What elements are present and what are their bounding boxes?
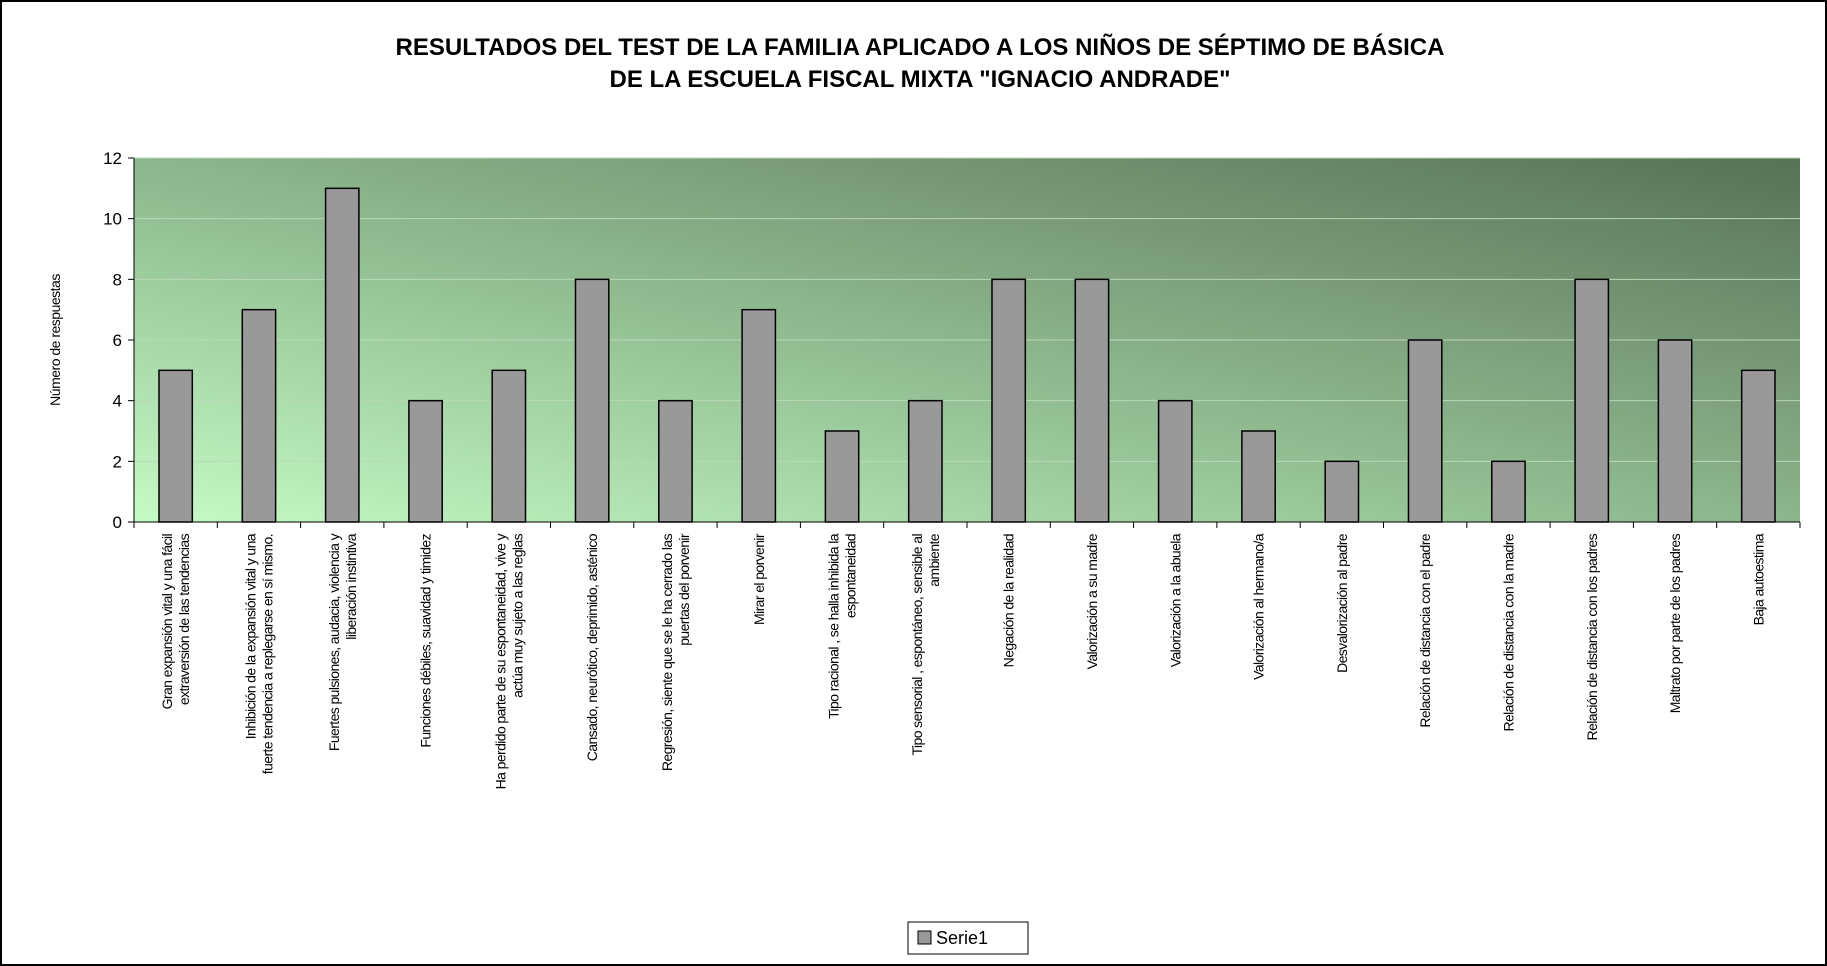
x-tick-label: Valorización al hermano/a [1251, 533, 1267, 680]
bar [1407, 339, 1443, 523]
x-tick-label: Funciones débiles, suavidad y timidez [418, 533, 434, 747]
bar [1657, 339, 1693, 523]
bar [741, 308, 777, 523]
bar [1074, 278, 1110, 523]
legend: Serie1 [907, 921, 1029, 955]
x-tick-label: Relación de distancia con la madre [1500, 533, 1516, 731]
bar [1324, 460, 1360, 523]
x-tick-label: Fuertes pulsiones, audacia, violencia y … [326, 533, 359, 751]
chart-title: RESULTADOS DEL TEST DE LA FAMILIA APLICA… [396, 33, 1445, 61]
bar [1157, 399, 1193, 523]
bar [658, 399, 693, 523]
bar [408, 399, 443, 523]
x-tick-label: Negación de la realidad [1001, 534, 1017, 667]
y-axis-label: Número de respuestas [47, 274, 63, 406]
x-tick-label: Valorización a su madre [1084, 533, 1100, 669]
bar [1241, 430, 1276, 523]
bar [491, 369, 527, 523]
x-tick-label: Relación de distancia con el padre [1417, 533, 1433, 727]
bar [241, 308, 277, 523]
y-tick-label: 4 [113, 392, 122, 411]
chart-subtitle: DE LA ESCUELA FISCAL MIXTA "IGNACIO ANDR… [610, 66, 1231, 93]
bar [824, 430, 860, 523]
legend-swatch [917, 930, 932, 945]
x-tick-label: Valorización a la abuela [1167, 533, 1183, 667]
bar [1491, 460, 1526, 523]
x-tick-label: Mirar el porvenir [751, 533, 767, 625]
x-tick-label: Tipo racional , se halla inhibida la esp… [826, 533, 859, 719]
bar [1574, 278, 1610, 523]
legend-label: Serie1 [936, 928, 988, 948]
bar [324, 187, 360, 523]
x-tick-label: Inhibición de la expansión vital y una f… [242, 533, 275, 777]
y-tick-label: 12 [103, 149, 122, 168]
y-tick-label: 6 [113, 331, 122, 350]
y-tick-label: 2 [113, 452, 122, 471]
bar [907, 399, 943, 523]
x-tick-label: Relación de distancia con los padres [1584, 533, 1600, 740]
x-tick-label: Tipo sensorial , espontáneo, sensible al… [909, 533, 942, 755]
y-tick-label: 0 [113, 513, 122, 532]
x-tick-label: Cansado, neurótico, deprimido, asténico [584, 533, 600, 761]
bar [1740, 369, 1776, 523]
bar [574, 278, 610, 523]
x-tick-label: Desvalorización al padre [1334, 533, 1350, 673]
bar [158, 369, 194, 523]
y-tick-label: 10 [103, 210, 122, 229]
x-tick-label: Ha perdido parte de su espontaneidad, vi… [492, 533, 525, 789]
x-tick-label: Regresión, siente que se le ha cerrado l… [659, 533, 692, 771]
bar [991, 278, 1027, 523]
x-tick-label: Gran expansión vital y una fácil extrave… [159, 533, 192, 709]
x-tick-label: Baja autoestima [1750, 533, 1766, 625]
x-tick-label: Maltrato por parte de los padres [1667, 533, 1683, 713]
y-tick-label: 8 [113, 270, 122, 289]
